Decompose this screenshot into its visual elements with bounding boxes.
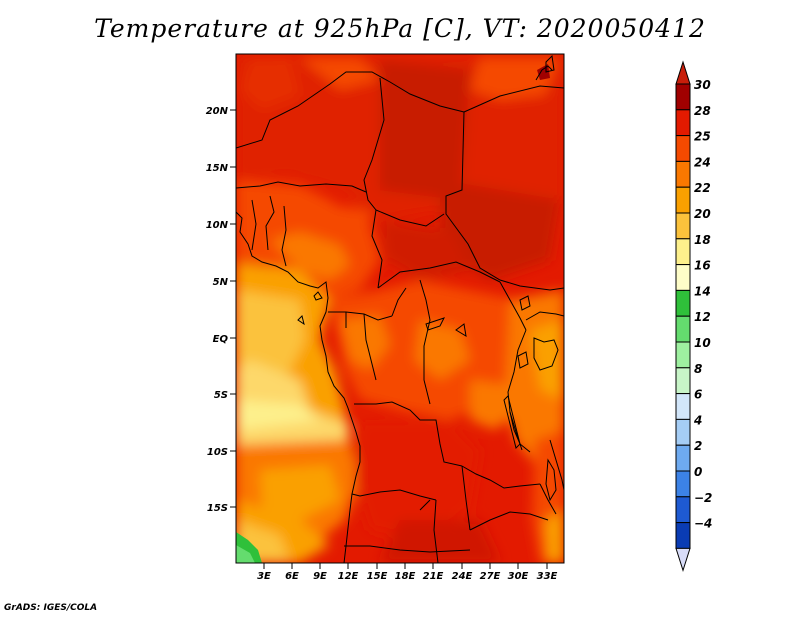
legend-swatch [675,264,691,291]
legend-label: 20 [694,207,711,221]
lon-label: 24E [452,571,473,582]
lon-label: 18E [395,571,416,582]
legend-label: 24 [694,155,711,169]
lon-label: 33E [537,571,558,582]
lat-label: 10S [207,447,228,458]
legend-label: 25 [694,130,711,144]
legend-label: 30 [694,78,711,92]
legend-swatch [675,341,691,369]
lon-label: 27E [480,571,501,582]
lon-label: 3E [257,571,271,582]
legend-swatch [675,367,691,395]
lon-label: 21E [423,571,444,582]
lon-label: 15E [367,571,388,582]
legend-swatch [675,83,691,111]
legend-swatch [675,238,691,266]
latitude-axis: 20N 15N 10N 5N EQ 5S 10S 15S [206,106,236,514]
legend-label: 0 [694,465,702,479]
lat-label: 15N [206,163,229,174]
legend-swatch [675,418,691,446]
lat-label: 20N [206,106,229,117]
map-title: Temperature at 925hPa [C], VT: 202005041… [94,14,706,43]
legend-swatch [675,289,691,317]
lat-label: EQ [213,334,229,345]
legend-label: 28 [694,104,711,118]
legend-label: 10 [694,336,711,350]
legend-swatch [675,135,691,162]
lat-label: 5S [214,390,228,401]
grads-credit: GrADS: IGES/COLA [4,603,98,613]
legend-swatch [675,496,691,524]
legend-overflow-triangle [675,60,691,85]
longitude-axis: 3E 6E 9E 12E 15E 18E 21E 24E 27E 30E 33E [257,563,558,582]
legend-swatch [675,186,691,214]
legend-label: 18 [694,233,711,247]
legend-swatch [675,522,691,549]
legend-label: 14 [694,284,711,298]
legend-label: 16 [694,259,711,273]
legend-label: 6 [694,388,702,402]
legend-swatch [675,212,691,240]
legend-label: 4 [693,413,702,427]
temperature-field [236,54,564,563]
legend-swatch [675,393,691,420]
legend-label: 22 [694,181,711,195]
legend-label: 8 [694,362,702,376]
lon-label: 6E [285,571,299,582]
legend-label: −4 [694,517,712,531]
legend-underflow-triangle [675,547,691,573]
lat-label: 10N [206,220,229,231]
map-frame [235,53,565,564]
legend-swatch [675,444,691,472]
legend-label: 2 [694,439,702,453]
lon-label: 30E [508,571,529,582]
lat-label: 5N [213,277,229,288]
legend-label: −2 [694,491,712,505]
legend-label: 12 [694,310,711,324]
legend-swatch [675,109,691,137]
lon-label: 9E [313,571,327,582]
lon-label: 12E [338,571,359,582]
legend-swatch [675,315,691,343]
country-borders [236,54,564,563]
legend-swatch [675,160,691,188]
legend-swatch [675,470,691,498]
lat-label: 15S [207,503,228,514]
